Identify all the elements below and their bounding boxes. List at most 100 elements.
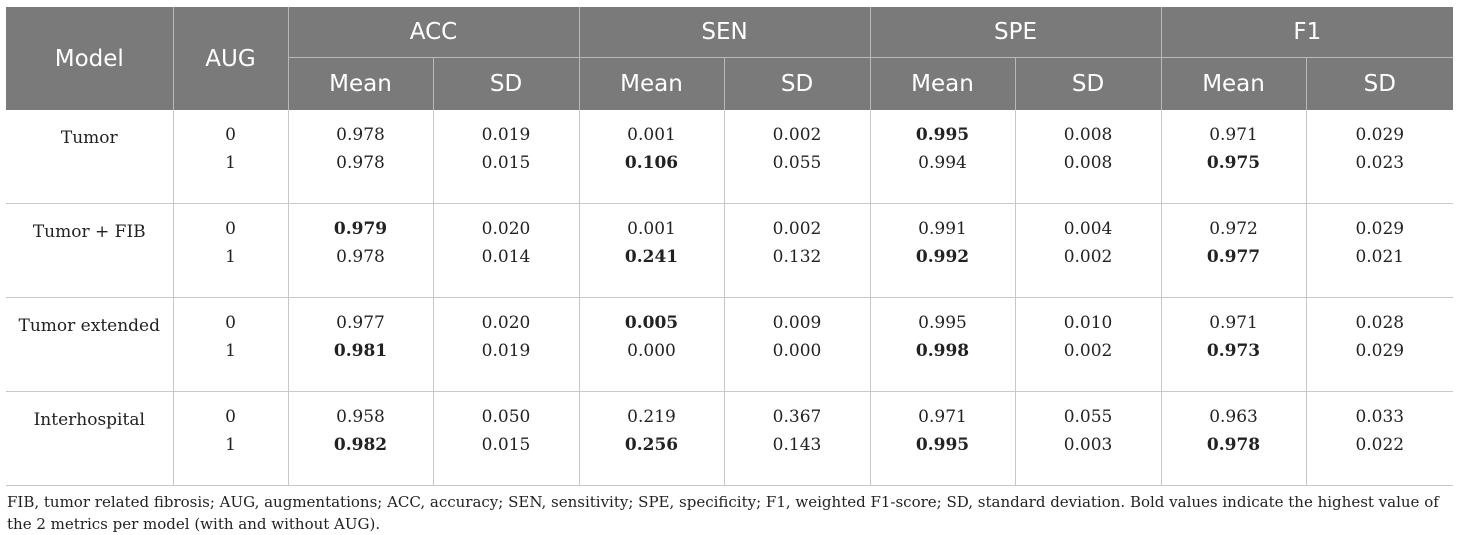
header-spe-mean: Mean — [869, 57, 1016, 110]
aug-value: 1 — [225, 341, 236, 361]
metric-cell: 0.019 0.015 — [432, 110, 580, 204]
metric-cell: 0.971 0.973 — [1160, 297, 1307, 392]
metric-cell: 0.002 0.132 — [723, 203, 871, 298]
metric-value: 0.241 — [624, 247, 679, 267]
metric-value: 0.132 — [772, 247, 822, 267]
header-sen-sd: SD — [723, 57, 871, 110]
metric-value: 0.000 — [772, 341, 822, 361]
metric-cell: 0.055 0.003 — [1014, 391, 1162, 486]
metric-value: 0.003 — [1063, 435, 1113, 455]
metric-cell: 0.001 0.241 — [578, 203, 725, 298]
metric-value: 0.028 — [1355, 313, 1405, 333]
metric-value: 0.008 — [1063, 153, 1113, 173]
header-acc-sd: SD — [432, 57, 580, 110]
aug-value: 0 — [225, 313, 236, 333]
metric-value: 0.995 — [918, 313, 967, 333]
metric-cell: 0.004 0.002 — [1014, 203, 1162, 298]
header-sen-mean: Mean — [578, 57, 725, 110]
metric-value: 0.020 — [481, 313, 531, 333]
metric-value: 0.981 — [333, 341, 388, 361]
header-aug: AUG — [172, 7, 288, 110]
metric-cell: 0.028 0.029 — [1305, 297, 1454, 392]
metric-value: 0.106 — [624, 153, 679, 173]
metric-value: 0.219 — [627, 407, 676, 427]
metric-cell: 0.971 0.975 — [1160, 110, 1307, 204]
model-name-cell: Tumor + FIB — [6, 203, 173, 298]
model-name-cell: Interhospital — [6, 391, 173, 486]
metric-value: 0.000 — [627, 341, 676, 361]
metric-value: 0.001 — [627, 219, 676, 239]
header-model: Model — [6, 7, 173, 110]
header-spe-sd: SD — [1014, 57, 1162, 110]
aug-value: 0 — [225, 219, 236, 239]
table-row: Interhospital 0 1 0.958 0.982 0.050 0.015 0.219… — [6, 391, 1454, 486]
metric-value: 0.971 — [918, 407, 967, 427]
metric-cell: 0.001 0.106 — [578, 110, 725, 204]
metric-value: 0.992 — [915, 247, 970, 267]
table-row: Tumor 0 1 0.978 0.978 0.019 0.015 0.001 0.106 0.0… — [6, 110, 1454, 204]
metric-value: 0.143 — [772, 435, 822, 455]
metric-value: 0.020 — [481, 219, 531, 239]
metric-value: 0.010 — [1063, 313, 1113, 333]
metric-value: 0.971 — [1209, 313, 1258, 333]
metric-value: 0.971 — [1209, 125, 1258, 145]
header-acc: ACC — [287, 7, 580, 58]
metric-value: 0.995 — [915, 435, 970, 455]
header-spe: SPE — [869, 7, 1162, 58]
aug-value: 1 — [225, 435, 236, 455]
metric-cell: 0.979 0.978 — [287, 203, 433, 298]
metric-cell: 0.958 0.982 — [287, 391, 433, 486]
metric-value: 0.978 — [336, 247, 385, 267]
metric-cell: 0.050 0.015 — [432, 391, 580, 486]
metric-value: 0.958 — [336, 407, 385, 427]
metric-value: 0.055 — [1063, 407, 1113, 427]
metric-value: 0.009 — [772, 313, 822, 333]
metric-value: 0.029 — [1355, 219, 1405, 239]
aug-value: 0 — [225, 125, 236, 145]
metric-value: 0.005 — [624, 313, 679, 333]
model-name-cell: Tumor — [6, 110, 173, 204]
metric-value: 0.002 — [1063, 247, 1113, 267]
metric-cell: 0.977 0.981 — [287, 297, 433, 392]
metric-value: 0.015 — [481, 153, 531, 173]
metric-cell: 0.367 0.143 — [723, 391, 871, 486]
metric-value: 0.050 — [481, 407, 531, 427]
metric-value: 0.975 — [1206, 153, 1261, 173]
metric-value: 0.994 — [918, 153, 967, 173]
metric-value: 0.978 — [336, 125, 385, 145]
metric-cell: 0.995 0.994 — [869, 110, 1016, 204]
metric-value: 0.023 — [1355, 153, 1405, 173]
header-acc-mean: Mean — [287, 57, 433, 110]
metric-value: 0.979 — [333, 219, 388, 239]
metric-value: 0.995 — [915, 125, 970, 145]
metric-cell: 0.020 0.019 — [432, 297, 580, 392]
metric-cell: 0.972 0.977 — [1160, 203, 1307, 298]
metric-value: 0.978 — [336, 153, 385, 173]
metric-value: 0.256 — [624, 435, 679, 455]
header-f1: F1 — [1160, 7, 1454, 58]
metric-value: 0.015 — [481, 435, 531, 455]
metric-cell: 0.029 0.023 — [1305, 110, 1454, 204]
results-table-container: Model AUG ACC SEN SPE F1 Mean SD Mean SD… — [6, 7, 1454, 535]
metric-value: 0.004 — [1063, 219, 1113, 239]
metric-value: 0.972 — [1209, 219, 1258, 239]
metric-cell: 0.978 0.978 — [287, 110, 433, 204]
metric-value: 0.055 — [772, 153, 822, 173]
metric-cell: 0.971 0.995 — [869, 391, 1016, 486]
aug-value: 0 — [225, 407, 236, 427]
header-f1-mean: Mean — [1160, 57, 1307, 110]
metric-value: 0.973 — [1206, 341, 1261, 361]
metric-value: 0.019 — [481, 125, 531, 145]
metric-value: 0.029 — [1355, 341, 1405, 361]
metric-cell: 0.033 0.022 — [1305, 391, 1454, 486]
metric-cell: 0.010 0.002 — [1014, 297, 1162, 392]
metric-value: 0.019 — [481, 341, 531, 361]
metric-cell: 0.008 0.008 — [1014, 110, 1162, 204]
metric-value: 0.982 — [333, 435, 388, 455]
metric-value: 0.367 — [772, 407, 822, 427]
aug-value: 1 — [225, 247, 236, 267]
table-footnote: FIB, tumor related fibrosis; AUG, augmen… — [7, 493, 1439, 533]
